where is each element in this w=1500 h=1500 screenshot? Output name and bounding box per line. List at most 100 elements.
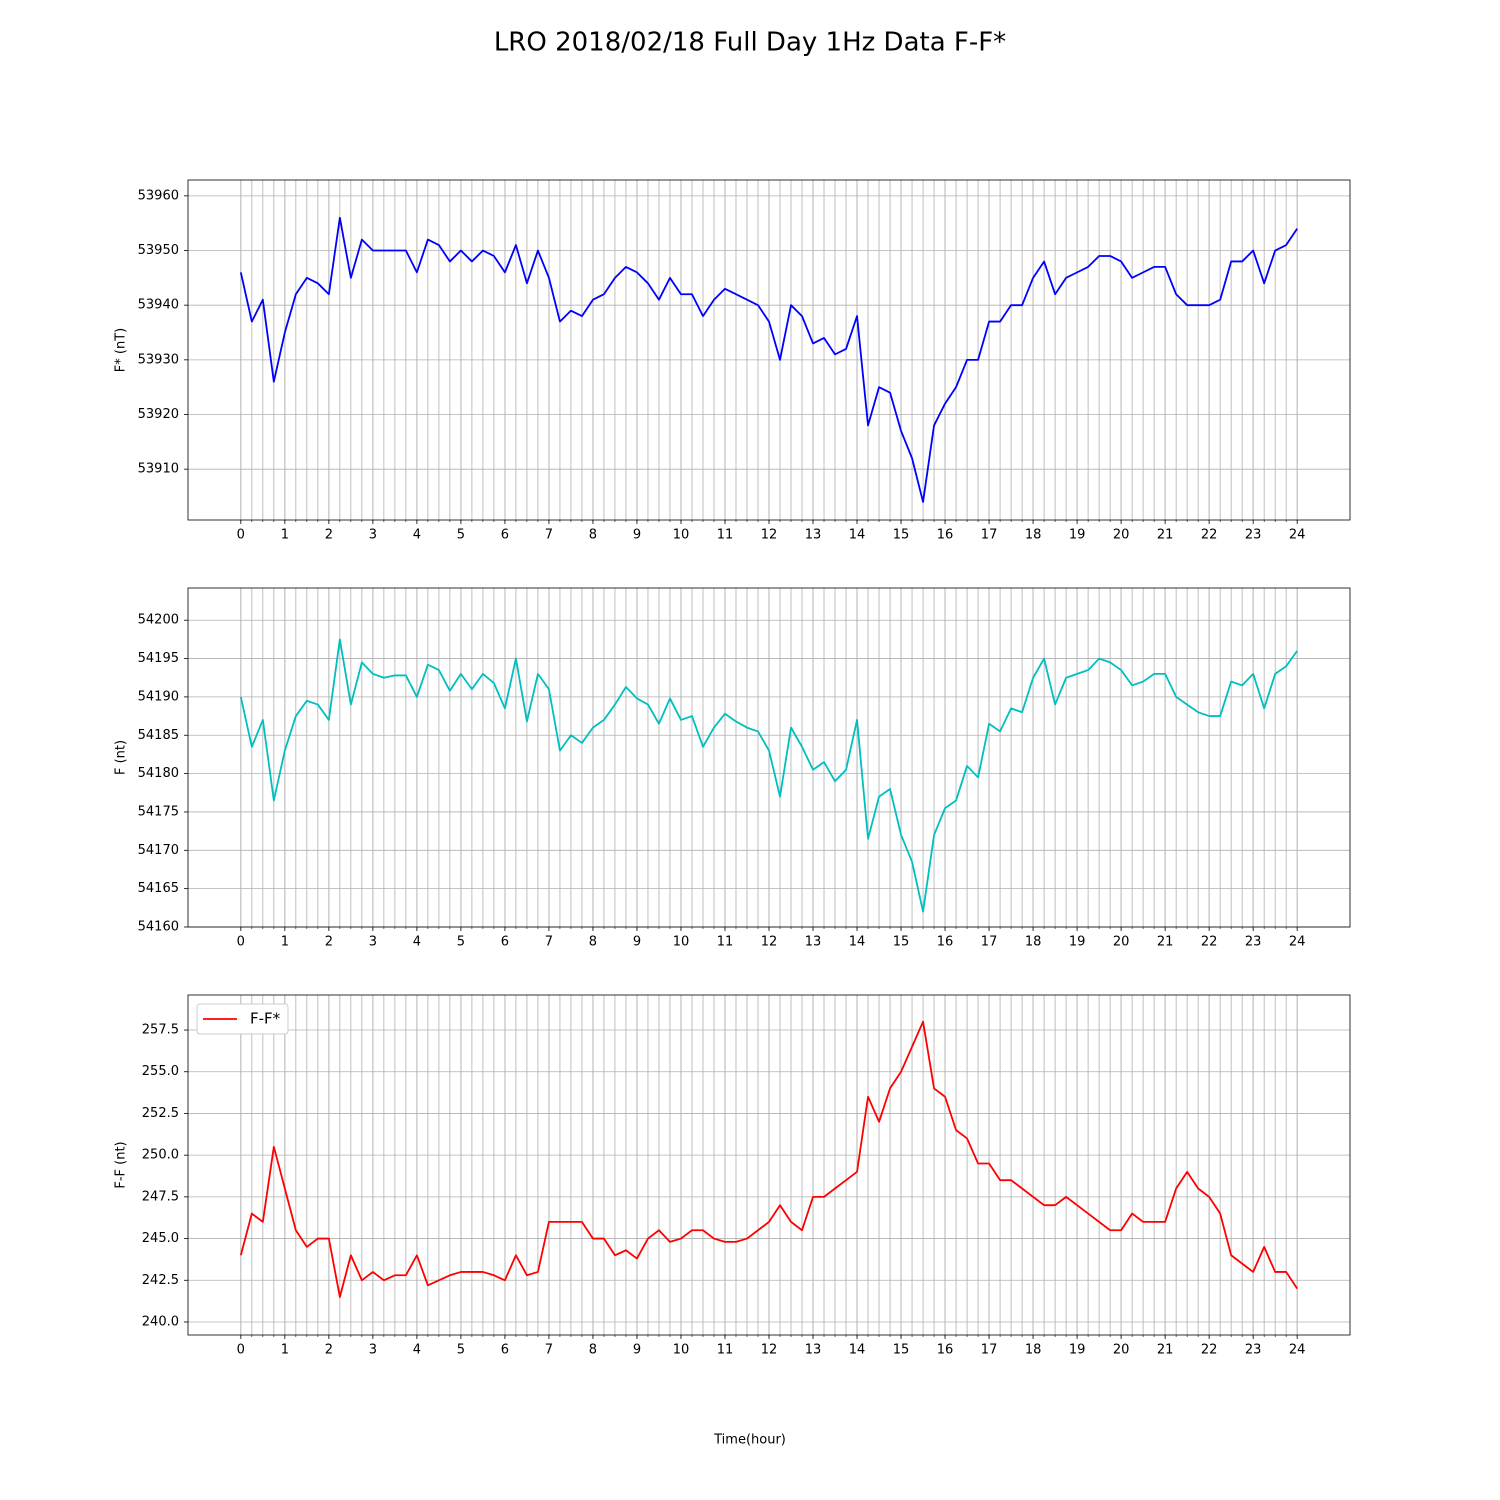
x-tick-label: 21	[1157, 935, 1174, 950]
x-tick-label: 16	[937, 1343, 954, 1358]
data-line	[239, 1020, 1298, 1298]
x-tick-label: 13	[805, 935, 822, 950]
x-tick-label: 23	[1245, 935, 1262, 950]
legend-label: F-F*	[250, 1010, 281, 1028]
x-tick-label: 20	[1113, 528, 1130, 543]
data-line	[239, 638, 1298, 913]
x-tick-label: 24	[1289, 1343, 1306, 1358]
x-tick-label: 16	[937, 528, 954, 543]
x-tick-label: 2	[325, 1343, 333, 1358]
x-tick-label: 8	[589, 528, 597, 543]
figure-title: LRO 2018/02/18 Full Day 1Hz Data F-F*	[494, 28, 1006, 58]
x-tick-label: 12	[761, 528, 778, 543]
y-tick-label: 245.0	[142, 1231, 179, 1246]
data-line	[239, 216, 1298, 503]
x-tick-label: 10	[673, 1343, 690, 1358]
y-tick-label: 252.5	[142, 1106, 179, 1121]
x-tick-label: 1	[281, 1343, 289, 1358]
subplot: 0 1 2 3 4 5 6 7 8 9 10 11 12 13 14 15 16 17 18 19 20 21 22 23 24…	[114, 587, 1351, 950]
x-tick-label: 15	[893, 528, 910, 543]
y-tick-label: 247.5	[142, 1189, 179, 1204]
x-tick-label: 5	[457, 1343, 465, 1358]
y-tick-label: 53930	[138, 352, 179, 367]
y-tick-label: 54175	[138, 804, 179, 819]
x-tick-label: 10	[673, 935, 690, 950]
x-tick-label: 3	[369, 528, 377, 543]
x-tick-label: 19	[1069, 1343, 1086, 1358]
x-tick-label: 8	[589, 1343, 597, 1358]
legend-box	[196, 1003, 289, 1035]
x-tick-label: 22	[1201, 528, 1218, 543]
plot-frame	[187, 179, 1351, 521]
x-tick-label: 14	[849, 528, 866, 543]
x-tick-label: 0	[237, 935, 245, 950]
x-tick-label: 6	[501, 1343, 509, 1358]
x-tick-label: 21	[1157, 1343, 1174, 1358]
x-tick-label: 18	[1025, 528, 1042, 543]
x-tick-label: 11	[717, 1343, 734, 1358]
x-tick-label: 22	[1201, 1343, 1218, 1358]
x-tick-label: 4	[413, 1343, 421, 1358]
x-tick-label: 0	[237, 1343, 245, 1358]
x-tick-label: 13	[805, 1343, 822, 1358]
y-tick-label: 54200	[138, 613, 179, 628]
x-tick-label: 6	[501, 935, 509, 950]
y-tick-label: 54185	[138, 728, 179, 743]
y-tick-label: 54170	[138, 843, 179, 858]
x-tick-label: 3	[369, 935, 377, 950]
x-tick-label: 18	[1025, 1343, 1042, 1358]
x-tick-label: 4	[413, 935, 421, 950]
x-tick-label: 11	[717, 528, 734, 543]
y-tick-label: 53960	[138, 188, 179, 203]
x-tick-label: 19	[1069, 528, 1086, 543]
x-tick-label: 15	[893, 935, 910, 950]
y-axis-label: F-F (nt)	[114, 1141, 129, 1188]
x-tick-label: 1	[281, 528, 289, 543]
x-tick-label: 23	[1245, 1343, 1262, 1358]
x-tick-label: 21	[1157, 528, 1174, 543]
x-tick-label: 3	[369, 1343, 377, 1358]
y-tick-label: 255.0	[142, 1064, 179, 1079]
x-tick-label: 17	[981, 935, 998, 950]
x-tick-label: 1	[281, 935, 289, 950]
y-axis-label: F (nt)	[114, 740, 129, 775]
y-tick-label: 54190	[138, 689, 179, 704]
plot-frame	[187, 587, 1351, 928]
x-tick-label: 19	[1069, 935, 1086, 950]
x-tick-label: 22	[1201, 935, 1218, 950]
x-tick-label: 9	[633, 935, 641, 950]
y-tick-label: 250.0	[142, 1148, 179, 1163]
x-tick-label: 8	[589, 935, 597, 950]
y-tick-label: 242.5	[142, 1273, 179, 1288]
y-tick-label: 54180	[138, 766, 179, 781]
x-tick-label: 15	[893, 1343, 910, 1358]
y-axis-label: F* (nT)	[114, 328, 129, 372]
x-tick-label: 9	[633, 528, 641, 543]
x-tick-label: 24	[1289, 528, 1306, 543]
subplot: 0 1 2 3 4 5 6 7 8 9 10 11 12 13 14 15 16 17 18 19 20 21 22 23 24…	[114, 179, 1351, 543]
x-tick-label: 23	[1245, 528, 1262, 543]
x-tick-label: 2	[325, 935, 333, 950]
x-tick-label: 14	[849, 935, 866, 950]
x-tick-label: 20	[1113, 1343, 1130, 1358]
y-tick-label: 53920	[138, 407, 179, 422]
x-tick-label: 24	[1289, 935, 1306, 950]
x-tick-label: 12	[761, 1343, 778, 1358]
x-tick-label: 5	[457, 528, 465, 543]
x-tick-label: 9	[633, 1343, 641, 1358]
x-tick-label: 18	[1025, 935, 1042, 950]
y-tick-label: 54160	[138, 920, 179, 935]
x-tick-label: 11	[717, 935, 734, 950]
x-tick-label: 5	[457, 935, 465, 950]
x-tick-label: 12	[761, 935, 778, 950]
x-tick-label: 17	[981, 1343, 998, 1358]
y-tick-label: 53950	[138, 243, 179, 258]
y-tick-label: 54165	[138, 881, 179, 896]
x-tick-label: 17	[981, 528, 998, 543]
x-tick-label: 16	[937, 935, 954, 950]
x-tick-label: 7	[545, 935, 553, 950]
x-tick-label: 0	[237, 528, 245, 543]
x-tick-label: 14	[849, 1343, 866, 1358]
y-tick-label: 54195	[138, 651, 179, 666]
